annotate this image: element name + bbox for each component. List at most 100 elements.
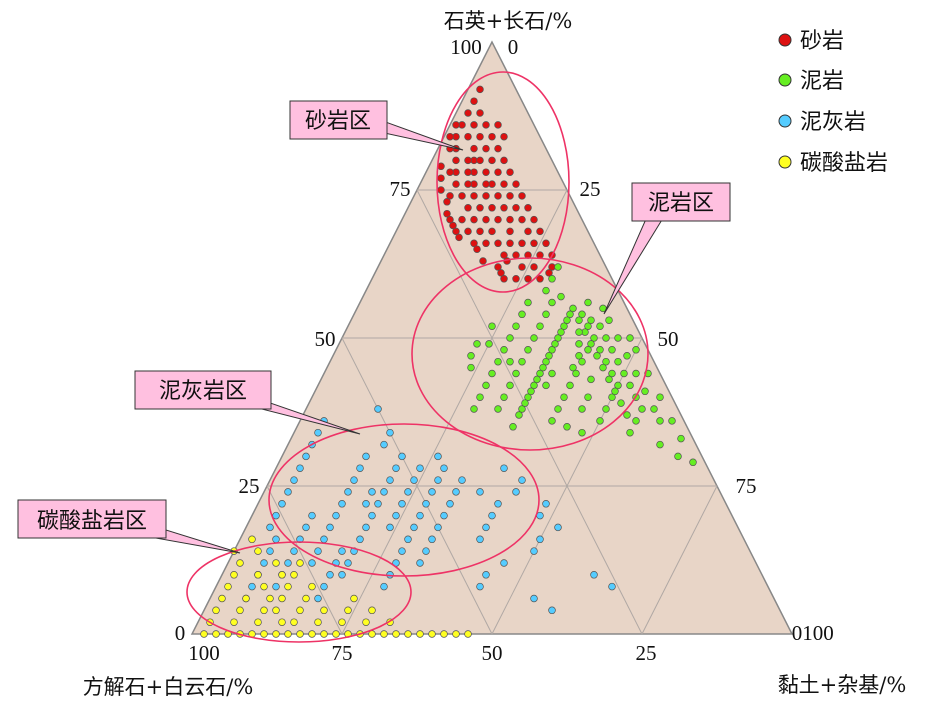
- data-point-sandstone: [494, 192, 502, 200]
- data-point-marl: [404, 488, 412, 496]
- data-point-marl: [530, 547, 538, 555]
- data-point-marl: [404, 535, 412, 544]
- data-point-carbonate: [464, 630, 472, 638]
- data-point-carbonate: [428, 630, 436, 638]
- data-point-mudstone: [656, 393, 664, 401]
- data-point-marl: [608, 582, 616, 591]
- data-point-marl: [542, 500, 550, 508]
- data-point-sandstone: [482, 192, 490, 200]
- data-point-marl: [398, 547, 406, 555]
- data-point-mudstone: [536, 369, 544, 378]
- data-point-mudstone: [524, 346, 532, 354]
- callout-label: 泥岩区: [648, 191, 714, 216]
- legend-item-mudstone: 泥岩: [778, 69, 844, 94]
- callout-box: [289, 100, 388, 140]
- data-point-mudstone: [548, 298, 556, 307]
- legend-item-carbonate: 碳酸盐岩: [778, 151, 888, 176]
- data-point-marl: [272, 582, 280, 591]
- tick-bottom-50: 50: [482, 641, 503, 665]
- data-point-sandstone: [545, 269, 553, 277]
- data-point-carbonate: [284, 630, 292, 638]
- legend-marker-carbonate: [778, 155, 792, 169]
- data-point-mudstone: [488, 322, 496, 330]
- data-point-sandstone: [494, 263, 502, 271]
- data-point-mudstone: [599, 363, 607, 372]
- data-point-mudstone: [509, 423, 517, 431]
- data-point-mudstone: [548, 369, 556, 378]
- data-point-marl: [314, 547, 322, 555]
- data-point-marl: [380, 582, 388, 591]
- data-point-carbonate: [254, 571, 262, 579]
- data-point-mudstone: [506, 381, 514, 390]
- data-point-sandstone: [494, 215, 502, 224]
- data-point-marl: [446, 500, 454, 508]
- data-point-marl: [494, 500, 502, 508]
- data-point-mudstone: [620, 369, 628, 378]
- data-point-marl: [320, 582, 328, 591]
- data-point-mudstone: [518, 405, 526, 413]
- data-point-sandstone: [452, 227, 460, 236]
- data-point-carbonate: [200, 630, 208, 638]
- callout-label: 砂岩区: [305, 109, 371, 134]
- data-point-marl: [362, 500, 370, 508]
- data-point-marl: [338, 571, 346, 579]
- data-point-sandstone: [500, 275, 508, 283]
- data-point-sandstone: [470, 239, 478, 248]
- data-point-sandstone: [437, 186, 445, 194]
- marl-region-ellipse: [268, 423, 540, 577]
- callout-label: 碳酸盐岩区: [37, 509, 147, 534]
- data-point-mudstone: [626, 428, 634, 437]
- data-point-sandstone: [482, 239, 490, 248]
- data-point-marl: [386, 428, 394, 437]
- data-point-mudstone: [488, 369, 496, 378]
- data-point-carbonate: [380, 630, 388, 638]
- legend-item-marl: 泥灰岩: [778, 110, 866, 135]
- data-point-sandstone: [524, 275, 532, 283]
- data-point-marl: [416, 511, 424, 520]
- data-point-carbonate: [278, 618, 286, 626]
- data-point-marl: [386, 476, 394, 484]
- data-point-mudstone: [527, 387, 535, 396]
- data-point-sandstone: [482, 144, 490, 153]
- data-point-carbonate: [266, 594, 274, 603]
- data-point-carbonate: [278, 571, 286, 579]
- data-point-sandstone: [530, 239, 538, 248]
- data-point-sandstone: [446, 192, 454, 200]
- tick-left-25: 25: [239, 474, 260, 498]
- legend-label-marl: 泥灰岩: [800, 110, 866, 135]
- data-point-mudstone: [524, 393, 532, 401]
- data-point-mudstone: [548, 275, 556, 283]
- data-point-carbonate: [272, 606, 280, 615]
- data-point-mudstone: [542, 286, 550, 295]
- data-point-marl: [416, 464, 424, 472]
- data-point-carbonate: [296, 559, 304, 567]
- data-point-marl: [500, 559, 508, 567]
- data-point-sandstone: [473, 245, 481, 253]
- data-point-sandstone: [437, 162, 445, 171]
- data-point-marl: [374, 405, 382, 413]
- data-point-sandstone: [488, 156, 496, 165]
- data-point-mudstone: [632, 346, 640, 354]
- data-point-sandstone: [446, 132, 454, 141]
- data-point-marl: [338, 500, 346, 508]
- data-point-sandstone: [494, 168, 502, 176]
- tick-left-0: 0: [175, 621, 186, 645]
- data-point-mudstone: [500, 393, 508, 401]
- data-point-mudstone: [563, 423, 571, 431]
- data-point-marl: [410, 523, 418, 532]
- data-point-marl: [362, 523, 370, 532]
- data-point-carbonate: [236, 559, 244, 567]
- data-point-mudstone: [578, 310, 586, 319]
- data-point-mudstone: [575, 316, 583, 324]
- data-point-carbonate: [392, 630, 400, 638]
- data-point-mudstone: [650, 405, 658, 413]
- data-point-sandstone: [488, 132, 496, 141]
- data-point-marl: [422, 500, 430, 508]
- data-point-mudstone: [614, 334, 622, 342]
- tick-top-right: 0: [508, 35, 519, 59]
- data-point-marl: [452, 488, 460, 496]
- data-point-mudstone: [518, 310, 526, 319]
- data-point-sandstone: [482, 215, 490, 224]
- data-point-carbonate: [218, 594, 226, 603]
- data-point-carbonate: [344, 606, 352, 615]
